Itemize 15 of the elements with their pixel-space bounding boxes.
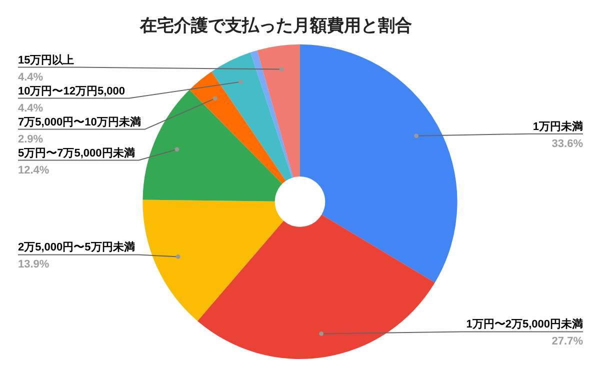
chart-title: 在宅介護で支払った月額費用と割合 bbox=[139, 16, 412, 35]
data-label: 13.9% bbox=[18, 258, 50, 271]
data-label: 33.6% bbox=[552, 138, 584, 150]
slice-label: 2万5,000円〜5万円未満 bbox=[18, 240, 135, 254]
slice-label: 7万5,000円〜10万円未満 bbox=[18, 115, 141, 128]
data-label: 4.4% bbox=[18, 71, 44, 84]
data-label: 4.4% bbox=[18, 102, 44, 114]
slice-label: 1万円未満 bbox=[532, 120, 583, 133]
slice-label: 1万円〜2万5,000円未満 bbox=[466, 318, 583, 331]
slice-label: 10万円〜12万円5,000 bbox=[18, 85, 125, 98]
slice-label: 5万円〜7万5,000円未満 bbox=[18, 146, 135, 160]
slice-label: 15万円以上 bbox=[18, 53, 74, 66]
data-label: 2.9% bbox=[18, 133, 44, 146]
data-label: 27.7% bbox=[552, 336, 584, 348]
data-label: 12.4% bbox=[18, 164, 50, 176]
